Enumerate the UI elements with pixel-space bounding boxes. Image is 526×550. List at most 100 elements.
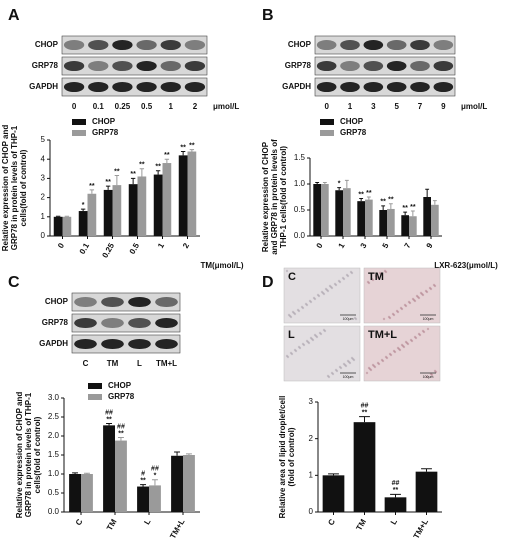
micrograph-texture [350, 356, 354, 360]
error-bar [80, 208, 86, 212]
lane-label: TM+L [156, 359, 177, 368]
x-tick-label: TM+L [412, 517, 430, 540]
significance-mark: ** [362, 410, 368, 417]
bar [423, 197, 431, 236]
bar [103, 425, 115, 512]
blot-band [160, 60, 181, 72]
y-tick-label: 2 [41, 193, 46, 202]
bar [384, 497, 407, 512]
x-tick-label: 0.5 [128, 241, 142, 256]
legend-swatch [88, 383, 102, 389]
blot-row-label: GAPDH [39, 339, 68, 348]
micrograph-texture [291, 310, 295, 314]
micrograph-texture [309, 336, 313, 340]
error-bar [421, 468, 432, 472]
micrograph-texture [426, 327, 430, 331]
significance-mark: ** [410, 204, 416, 211]
x-axis-label: LXR-623(μmol/L) [434, 261, 498, 270]
bar [137, 486, 149, 512]
x-tick-label: 1 [156, 241, 166, 250]
significance-mark: ** [189, 142, 195, 149]
micrograph-texture [337, 279, 341, 283]
y-tick-label: 1 [309, 470, 314, 479]
significance-mark: ** [164, 152, 170, 159]
y-tick-label: 2.5 [48, 412, 60, 421]
micrograph-texture [367, 366, 371, 370]
lane-unit: μmol/L [461, 102, 487, 111]
micrograph-texture [388, 352, 392, 356]
y-tick-label: 0.0 [48, 507, 60, 516]
y-tick-label: 1.5 [48, 450, 60, 459]
bar [409, 216, 417, 236]
y-axis-label: Relative expression of CHOP and [1, 125, 10, 252]
lane-label: 7 [418, 102, 423, 111]
blot-band [433, 60, 454, 72]
error-bar [328, 473, 339, 476]
legend-swatch [72, 130, 86, 136]
blot-band [136, 39, 157, 51]
blot-band [74, 317, 97, 329]
lane-label: C [83, 359, 89, 368]
blot-band [101, 338, 124, 350]
lane-label: 0 [324, 102, 329, 111]
panel-letter: A [8, 7, 20, 24]
blot-band [433, 39, 454, 51]
y-axis-label: and GRP78 in protein levels of [270, 139, 279, 255]
micrograph-texture [425, 375, 429, 379]
scale-bar-label: 100μm [423, 375, 434, 379]
error-bar [180, 151, 186, 156]
blot-band [74, 338, 97, 350]
bar [137, 176, 147, 236]
micrograph-texture [404, 340, 408, 344]
micrograph-texture [308, 299, 312, 303]
blot-band [410, 81, 430, 93]
significance-mark: ** [380, 199, 386, 206]
blot-band [88, 60, 109, 72]
x-tick-label: L [142, 517, 152, 526]
significance-mark: ** [105, 179, 111, 186]
micrograph-texture [330, 371, 334, 375]
blot-band [136, 60, 157, 72]
significance-mark: ** [139, 162, 145, 169]
error-bar [89, 189, 95, 194]
lane-label: 1 [348, 102, 353, 111]
error-bar [344, 179, 349, 189]
micrograph-texture [312, 296, 316, 300]
micrograph-label: TM+L [368, 329, 397, 341]
bar [322, 475, 345, 512]
x-tick-label: 3 [359, 241, 369, 250]
blot-band [410, 39, 430, 51]
y-tick-label: 1 [41, 212, 46, 221]
error-bar [83, 472, 90, 474]
error-bar [425, 188, 430, 197]
x-tick-label: 0.25 [100, 241, 116, 259]
blot-band [340, 81, 360, 93]
error-bar [140, 484, 147, 487]
blot-strip [71, 334, 181, 354]
micrograph-texture [300, 305, 304, 309]
x-axis-label: TM(μmol/L) [200, 261, 243, 270]
bar [162, 163, 172, 236]
error-bar [155, 170, 161, 175]
x-tick-label: 2 [181, 241, 191, 250]
error-bar [55, 215, 61, 217]
bar [78, 211, 88, 236]
lane-label: 1 [169, 102, 174, 111]
micrograph-texture [316, 293, 320, 297]
micrograph-texture [380, 358, 384, 362]
micrograph-texture [304, 302, 308, 306]
error-bar [337, 187, 342, 191]
micrograph-texture [370, 277, 374, 281]
error-bar [151, 479, 158, 486]
micrograph-texture [387, 315, 391, 319]
error-bar [174, 451, 181, 456]
error-bar [410, 210, 415, 217]
blot-band [386, 81, 407, 93]
micrograph-texture [285, 269, 289, 273]
blot-band [63, 39, 85, 51]
micrograph-texture [419, 291, 423, 295]
error-bar [117, 437, 124, 441]
legend-swatch [320, 119, 334, 125]
micrograph-texture [293, 348, 297, 352]
significance-mark: * [154, 473, 157, 480]
